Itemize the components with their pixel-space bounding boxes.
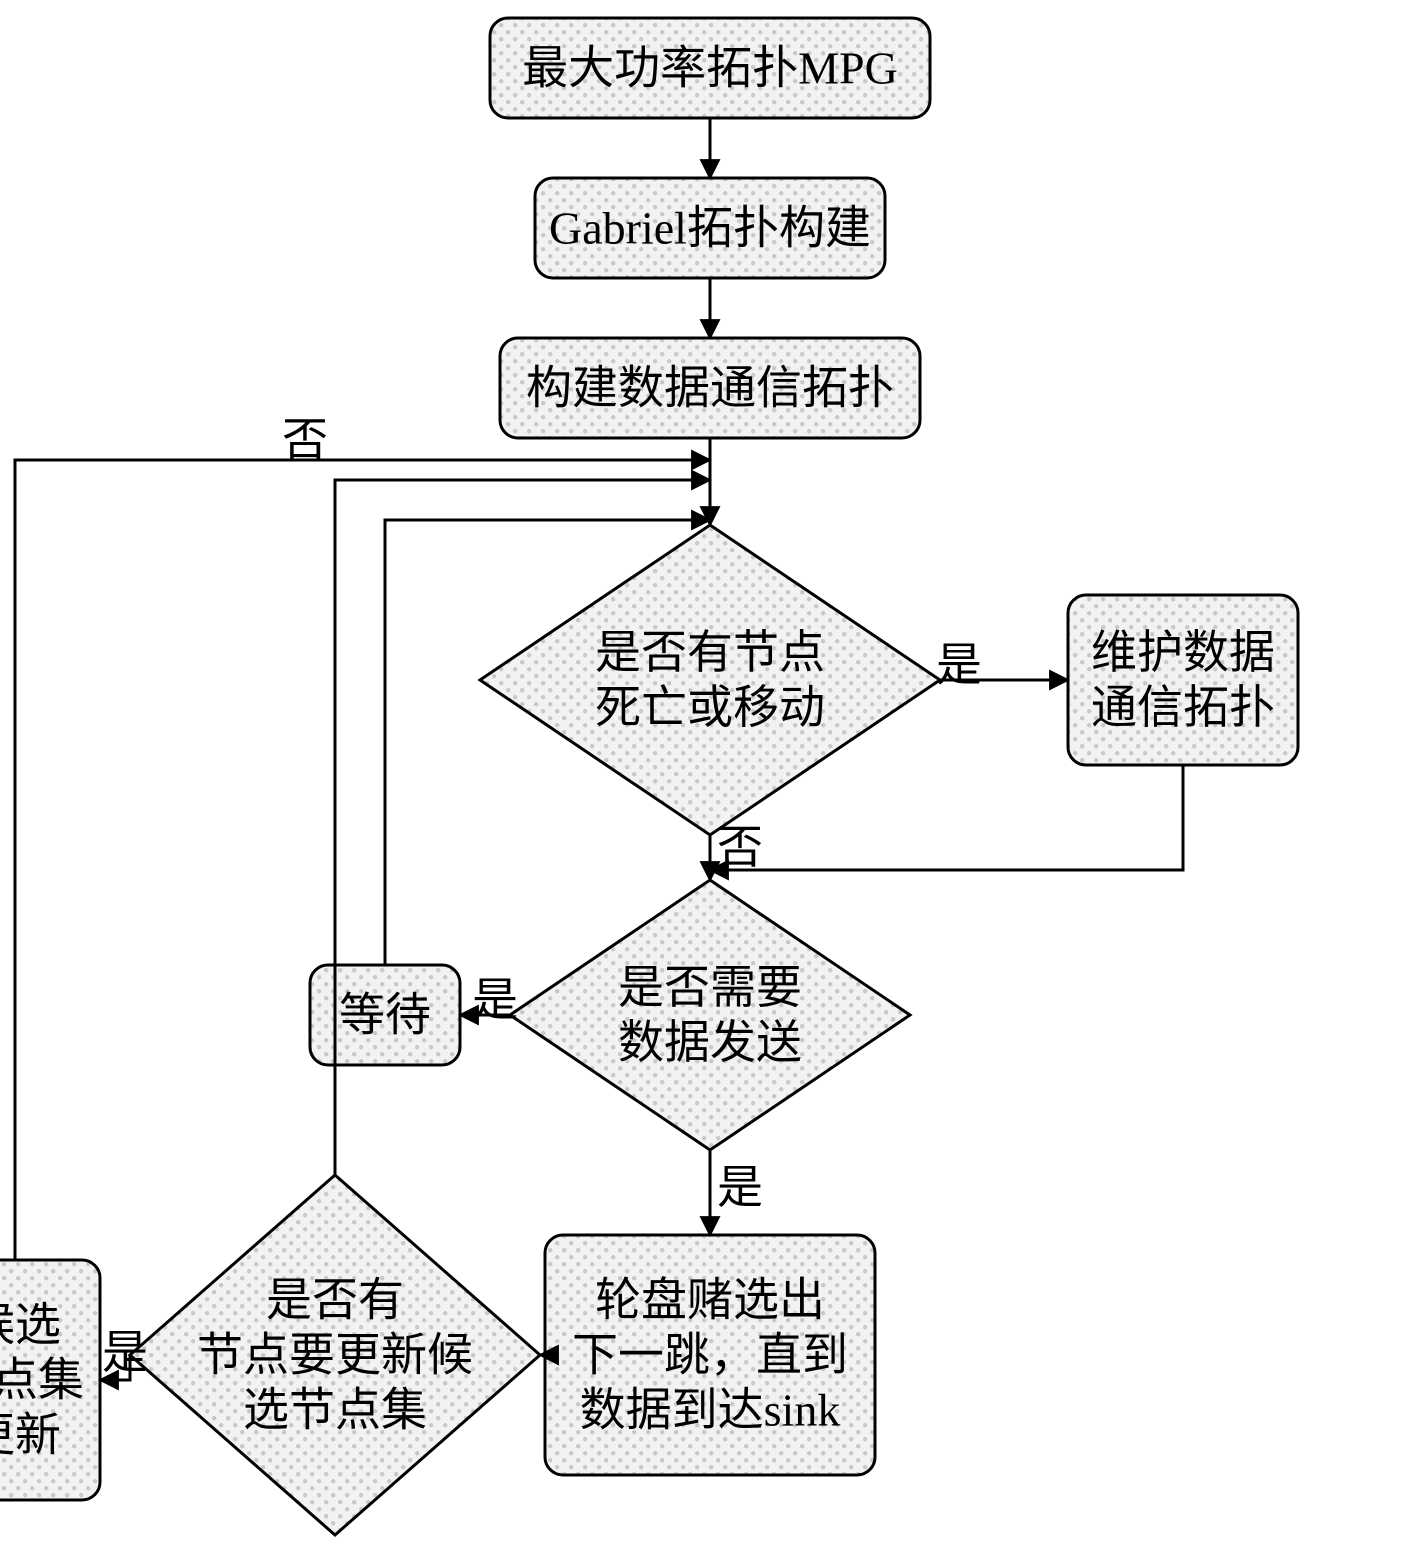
svg-text:是否需要: 是否需要	[618, 962, 802, 1013]
edge-label: 是	[936, 640, 982, 691]
node-n5: 等待	[310, 965, 460, 1065]
svg-text:数据到达sink: 数据到达sink	[580, 1385, 841, 1436]
feedback-fb_n7	[15, 460, 710, 1260]
svg-text:下一跳，直到: 下一跳，直到	[572, 1330, 848, 1381]
svg-text:通信拓扑: 通信拓扑	[1091, 682, 1275, 733]
svg-text:更新: 更新	[0, 1410, 61, 1461]
node-d1: 是否有节点死亡或移动	[480, 525, 940, 835]
flowchart-canvas: 最大功率拓扑MPGGabriel拓扑构建构建数据通信拓扑是否有节点死亡或移动维护…	[0, 0, 1427, 1567]
edge-label: 是	[717, 1162, 763, 1213]
node-n6: 轮盘赌选出下一跳，直到数据到达sink	[545, 1235, 875, 1475]
svg-text:数据发送: 数据发送	[618, 1017, 802, 1068]
node-d3: 是否有节点要更新候选节点集	[130, 1175, 540, 1535]
node-n4: 维护数据通信拓扑	[1068, 595, 1298, 765]
node-d2: 是否需要数据发送	[510, 880, 910, 1150]
svg-text:死亡或移动: 死亡或移动	[595, 682, 825, 733]
node-n2: Gabriel拓扑构建	[535, 178, 885, 278]
edge-label: 否	[282, 415, 328, 466]
svg-text:构建数据通信拓扑: 构建数据通信拓扑	[526, 363, 894, 414]
edge-label: 否	[717, 822, 763, 873]
svg-text:节点集: 节点集	[0, 1355, 84, 1406]
svg-text:轮盘赌选出: 轮盘赌选出	[595, 1274, 825, 1325]
node-n1: 最大功率拓扑MPG	[490, 18, 930, 118]
svg-text:等待: 等待	[339, 990, 431, 1041]
svg-text:Gabriel拓扑构建: Gabriel拓扑构建	[549, 203, 871, 254]
svg-text:候选: 候选	[0, 1299, 61, 1350]
svg-text:最大功率拓扑MPG: 最大功率拓扑MPG	[522, 43, 898, 94]
svg-text:维护数据: 维护数据	[1091, 627, 1275, 678]
svg-text:选节点集: 选节点集	[243, 1385, 427, 1436]
node-n7: 候选节点集更新	[0, 1260, 100, 1500]
node-n3: 构建数据通信拓扑	[500, 338, 920, 438]
svg-text:是否有: 是否有	[266, 1274, 404, 1325]
edge-label: 是	[472, 975, 518, 1026]
svg-text:节点要更新候: 节点要更新候	[197, 1330, 473, 1381]
svg-text:是否有节点: 是否有节点	[595, 627, 825, 678]
edge-label: 是	[102, 1327, 148, 1378]
